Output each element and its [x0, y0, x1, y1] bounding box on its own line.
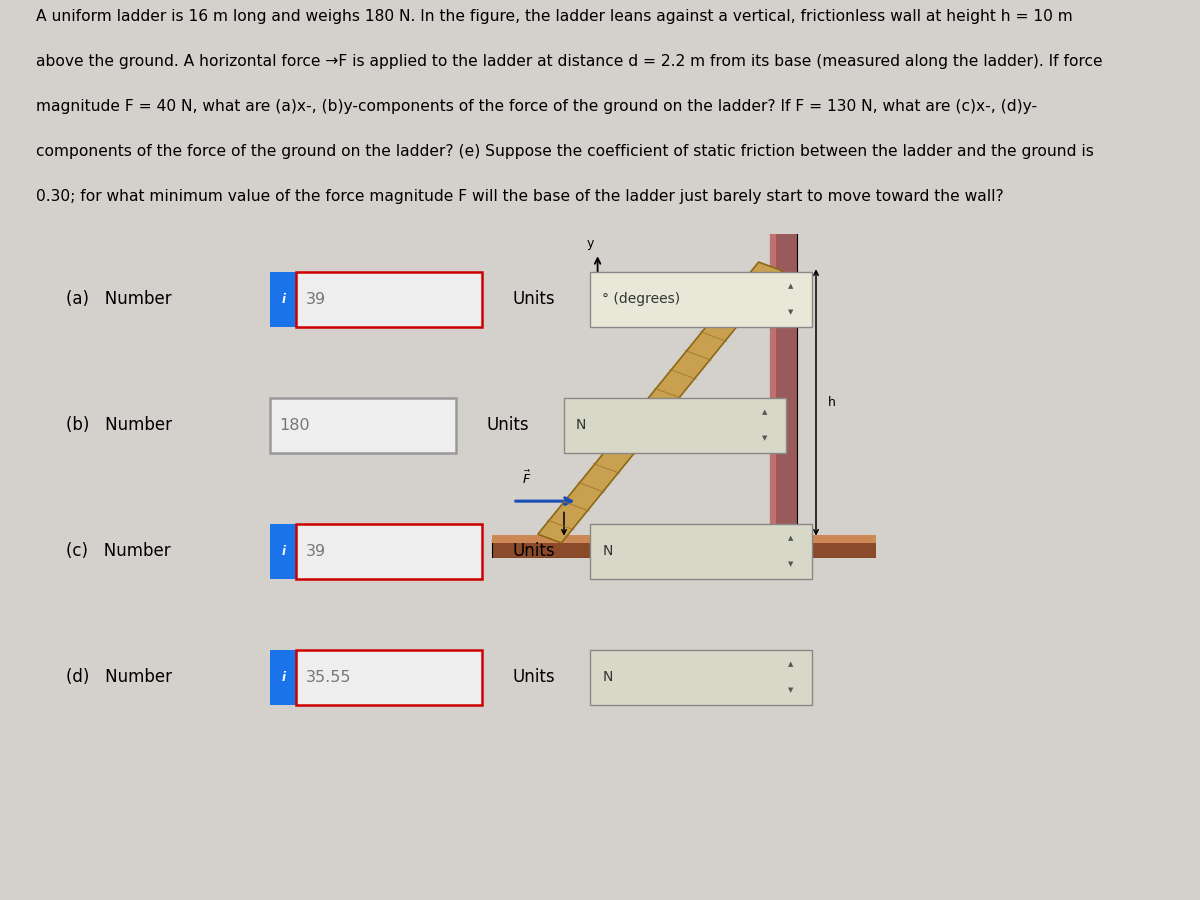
Text: ▲: ▲ — [788, 662, 793, 668]
Text: x: x — [648, 286, 655, 299]
Bar — [270, 524, 296, 579]
Bar — [492, 536, 900, 544]
Text: h: h — [828, 396, 836, 409]
Text: 39: 39 — [306, 292, 326, 307]
Text: magnitude F = 40 N, what are (a)x-, (b)y-components of the force of the ground o: magnitude F = 40 N, what are (a)x-, (b)y… — [36, 99, 1037, 114]
Text: ▼: ▼ — [788, 687, 793, 693]
Bar — [492, 538, 900, 558]
Bar — [270, 398, 456, 453]
Bar — [770, 228, 797, 538]
Text: y: y — [587, 238, 594, 250]
Text: Units: Units — [512, 668, 556, 686]
Text: 35.55: 35.55 — [306, 670, 352, 685]
Text: i: i — [281, 670, 286, 684]
Text: ▼: ▼ — [788, 309, 793, 315]
Text: (c)   Number: (c) Number — [66, 542, 170, 560]
Bar — [590, 272, 812, 327]
Text: A uniform ladder is 16 m long and weighs 180 N. In the figure, the ladder leans : A uniform ladder is 16 m long and weighs… — [36, 9, 1073, 24]
Text: ▲: ▲ — [788, 536, 793, 542]
Text: ▼: ▼ — [788, 561, 793, 567]
Text: $\vec{F}$: $\vec{F}$ — [522, 469, 532, 487]
Text: components of the force of the ground on the ladder? (e) Suppose the coefficient: components of the force of the ground on… — [36, 144, 1094, 159]
Text: Units: Units — [486, 416, 529, 435]
Text: N: N — [602, 544, 613, 558]
Text: above the ground. A horizontal force →F is applied to the ladder at distance d =: above the ground. A horizontal force →F … — [36, 54, 1103, 69]
Bar — [296, 272, 482, 327]
Bar — [296, 650, 482, 705]
Text: ° (degrees): ° (degrees) — [602, 292, 680, 306]
Text: ▼: ▼ — [762, 435, 767, 441]
Text: 180: 180 — [280, 418, 311, 433]
Text: d: d — [600, 558, 608, 571]
Text: ▲: ▲ — [788, 284, 793, 290]
Text: 0.30; for what minimum value of the force magnitude F will the base of the ladde: 0.30; for what minimum value of the forc… — [36, 189, 1003, 203]
Text: Units: Units — [512, 542, 556, 560]
Text: i: i — [281, 292, 286, 306]
Text: 39: 39 — [306, 544, 326, 559]
Bar — [270, 272, 296, 327]
Bar — [296, 524, 482, 579]
Text: N: N — [602, 670, 613, 684]
Bar — [590, 524, 812, 579]
Text: ▲: ▲ — [762, 410, 767, 416]
Text: (a)   Number: (a) Number — [66, 290, 172, 308]
Bar — [770, 228, 776, 538]
Bar — [270, 650, 296, 705]
Polygon shape — [538, 262, 782, 543]
Text: (d)   Number: (d) Number — [66, 668, 172, 686]
Text: (b)   Number: (b) Number — [66, 416, 172, 435]
Text: N: N — [576, 418, 587, 432]
Text: i: i — [281, 544, 286, 558]
Bar — [564, 398, 786, 453]
Bar — [590, 650, 812, 705]
Text: Units: Units — [512, 290, 556, 308]
